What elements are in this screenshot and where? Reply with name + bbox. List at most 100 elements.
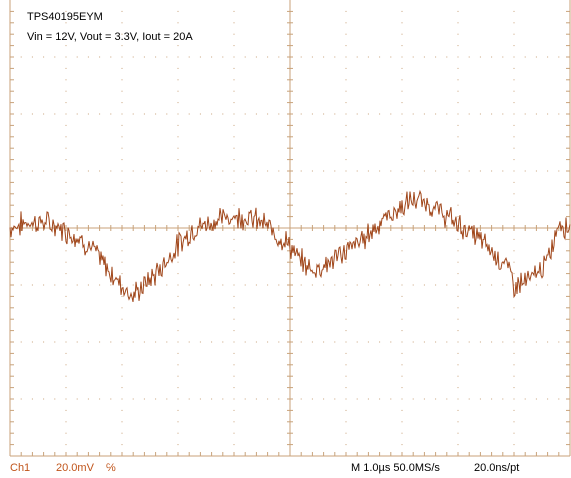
grid-dot xyxy=(345,124,347,126)
grid-dot xyxy=(121,307,123,309)
grid-dot xyxy=(323,56,325,58)
grid-dot xyxy=(412,341,414,343)
grid-dot xyxy=(222,284,224,286)
grid-dot xyxy=(132,284,134,286)
grid-dot xyxy=(446,398,448,400)
grid-dot xyxy=(177,10,179,12)
grid-dot xyxy=(199,113,201,115)
grid-dot xyxy=(132,56,134,58)
grid-dot xyxy=(345,216,347,218)
coupling-icon: ℅ xyxy=(106,462,116,474)
grid-dot xyxy=(278,56,280,58)
grid-dot xyxy=(244,56,246,58)
grid-dot xyxy=(513,387,515,389)
grid-dot xyxy=(547,341,549,343)
grid-dot xyxy=(177,90,179,92)
grid-dot xyxy=(423,398,425,400)
grid-dot xyxy=(345,45,347,47)
grid-dot xyxy=(278,170,280,172)
grid-dot xyxy=(345,238,347,240)
grid-dot xyxy=(54,284,56,286)
grid-dot xyxy=(65,330,67,332)
grid-dot xyxy=(513,409,515,411)
grid-dot xyxy=(65,295,67,297)
grid-dot xyxy=(423,56,425,58)
grid-dot xyxy=(233,307,235,309)
grid-dot xyxy=(535,284,537,286)
grid-dot xyxy=(401,284,403,286)
grid-dot xyxy=(244,113,246,115)
grid-dot xyxy=(121,409,123,411)
grid-dot xyxy=(211,398,213,400)
grid-dot xyxy=(513,421,515,423)
grid-dot xyxy=(513,56,515,58)
grid-dot xyxy=(177,113,179,115)
grid-dot xyxy=(401,341,403,343)
annotation-conditions: Vin = 12V, Vout = 3.3V, Iout = 20A xyxy=(27,31,193,43)
grid-dot xyxy=(379,113,381,115)
grid-dot xyxy=(401,409,403,411)
grid-dot xyxy=(300,341,302,343)
grid-dot xyxy=(121,33,123,35)
channel-label: Ch1 xyxy=(10,462,30,474)
grid-dot xyxy=(345,409,347,411)
grid-dot xyxy=(300,170,302,172)
grid-dot xyxy=(132,170,134,172)
grid-dot xyxy=(87,284,89,286)
grid-dot xyxy=(513,250,515,252)
grid-dot xyxy=(65,124,67,126)
grid-dot xyxy=(513,170,515,172)
grid-dot xyxy=(356,56,358,58)
grid-dot xyxy=(233,45,235,47)
grid-dot xyxy=(401,147,403,149)
grid-dot xyxy=(177,284,179,286)
grid-dot xyxy=(143,113,145,115)
grid-dot xyxy=(121,181,123,183)
grid-dot xyxy=(457,136,459,138)
grid-dot xyxy=(166,113,168,115)
grid-dot xyxy=(155,56,157,58)
grid-dot xyxy=(457,216,459,218)
grid-dot xyxy=(99,56,101,58)
grid-dot xyxy=(356,170,358,172)
grid-dot xyxy=(457,250,459,252)
grid-dot xyxy=(121,102,123,104)
grid-dot xyxy=(76,398,78,400)
grid-dot xyxy=(513,10,515,12)
grid-dot xyxy=(65,375,67,377)
grid-dot xyxy=(31,113,33,115)
grid-dot xyxy=(457,284,459,286)
grid-dot xyxy=(491,284,493,286)
grid-dot xyxy=(31,56,33,58)
grid-dot xyxy=(479,113,481,115)
grid-dot xyxy=(345,261,347,263)
grid-dot xyxy=(457,56,459,58)
grid-dot xyxy=(177,318,179,320)
grid-dot xyxy=(390,113,392,115)
grid-dot xyxy=(110,56,112,58)
grid-dot xyxy=(457,432,459,434)
grid-dot xyxy=(345,432,347,434)
grid-dot xyxy=(446,170,448,172)
grid-dot xyxy=(177,409,179,411)
grid-dot xyxy=(423,341,425,343)
grid-dot xyxy=(31,398,33,400)
grid-dot xyxy=(54,341,56,343)
grid-dot xyxy=(457,79,459,81)
grid-dot xyxy=(121,341,123,343)
grid-dot xyxy=(43,341,45,343)
grid-dot xyxy=(345,398,347,400)
grid-dot xyxy=(345,170,347,172)
grid-dot xyxy=(457,181,459,183)
grid-dot xyxy=(457,364,459,366)
grid-dot xyxy=(435,284,437,286)
grid-dot xyxy=(513,352,515,354)
grid-dot xyxy=(278,113,280,115)
grid-dot xyxy=(457,341,459,343)
grid-dot xyxy=(233,364,235,366)
grid-dot xyxy=(401,375,403,377)
grid-dot xyxy=(65,284,67,286)
grid-dot xyxy=(177,444,179,446)
grid-dot xyxy=(401,193,403,195)
grid-dot xyxy=(468,170,470,172)
